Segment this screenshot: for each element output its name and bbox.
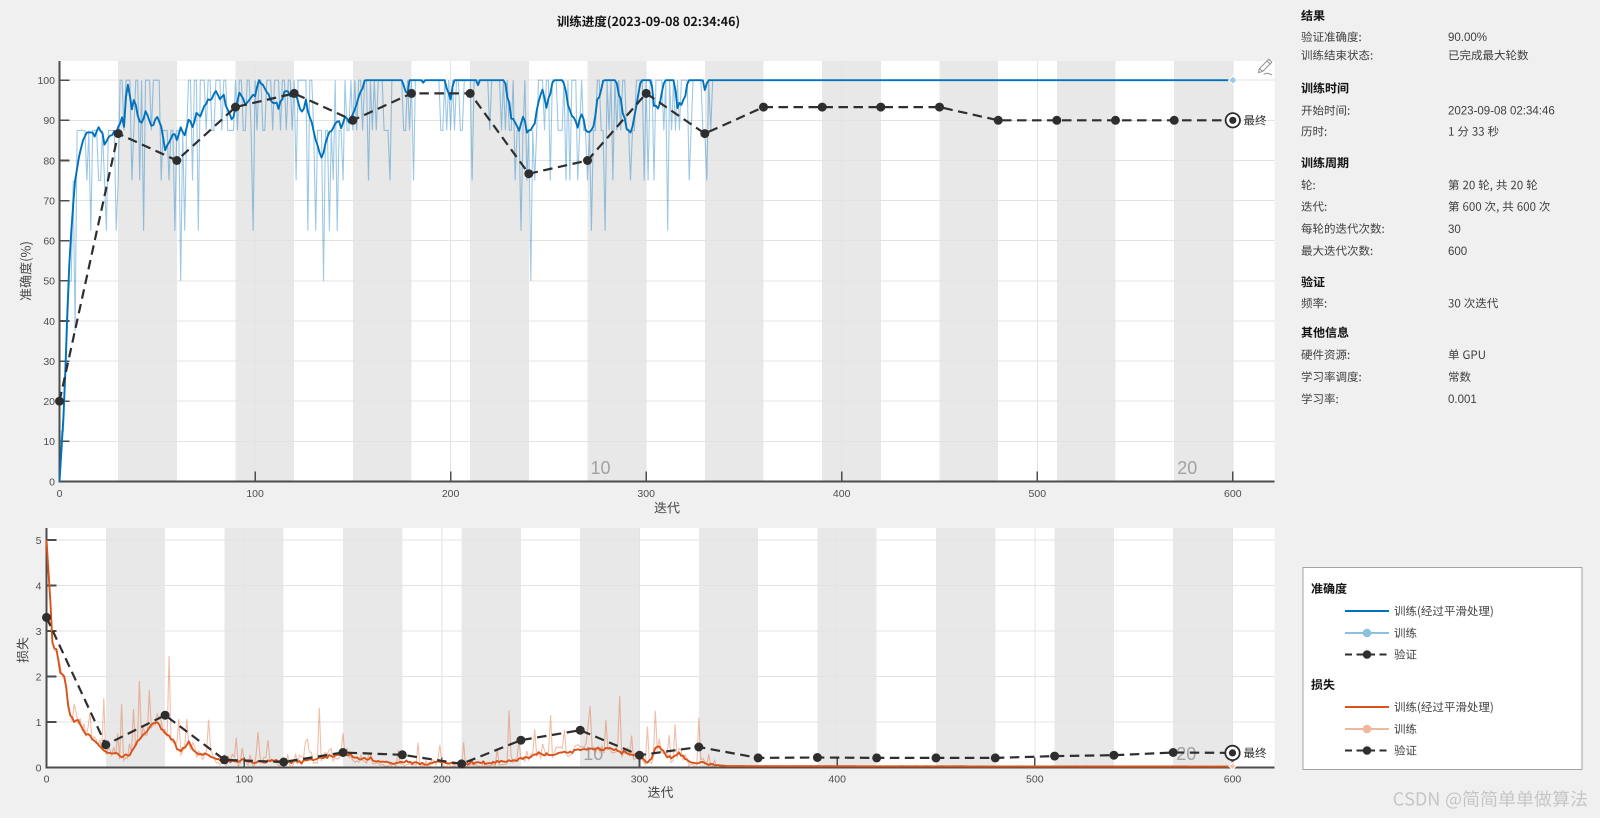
svg-text:500: 500 [1026,774,1044,786]
svg-text:0: 0 [49,476,55,488]
svg-text:3: 3 [36,626,42,638]
svg-text:80: 80 [43,155,55,167]
svg-text:0: 0 [57,488,63,500]
svg-text:300: 300 [631,774,649,786]
svg-text:20: 20 [1177,458,1197,478]
svg-text:2: 2 [36,671,42,683]
svg-text:100: 100 [246,488,264,500]
svg-text:600: 600 [1448,246,1467,258]
svg-text:1: 1 [36,717,42,729]
svg-text:300: 300 [637,488,655,500]
svg-text:2023-09-08 02:34:46: 2023-09-08 02:34:46 [1448,106,1555,118]
svg-text:400: 400 [828,774,846,786]
svg-text:30: 30 [43,356,55,368]
svg-text:100: 100 [235,774,253,786]
svg-text:600: 600 [1224,774,1242,786]
svg-text:30: 30 [1448,224,1461,236]
svg-text:100: 100 [37,75,55,87]
svg-text:90: 90 [43,115,55,127]
svg-text:0.001: 0.001 [1448,394,1477,406]
svg-text:4: 4 [36,580,42,592]
svg-text:60: 60 [43,236,55,248]
svg-text:10: 10 [591,458,611,478]
svg-text:40: 40 [43,316,55,328]
svg-text:500: 500 [1029,488,1047,500]
svg-text:90.00%: 90.00% [1448,32,1487,44]
svg-text:10: 10 [43,436,55,448]
svg-text:50: 50 [43,276,55,288]
svg-text:20: 20 [43,396,55,408]
svg-text:20: 20 [1176,744,1196,764]
svg-text:0: 0 [36,762,42,774]
svg-text:600: 600 [1224,488,1242,500]
svg-text:200: 200 [433,774,451,786]
svg-text:0: 0 [44,774,50,786]
svg-text:70: 70 [43,195,55,207]
svg-text:200: 200 [442,488,460,500]
svg-text:5: 5 [36,535,42,547]
svg-text:400: 400 [833,488,851,500]
